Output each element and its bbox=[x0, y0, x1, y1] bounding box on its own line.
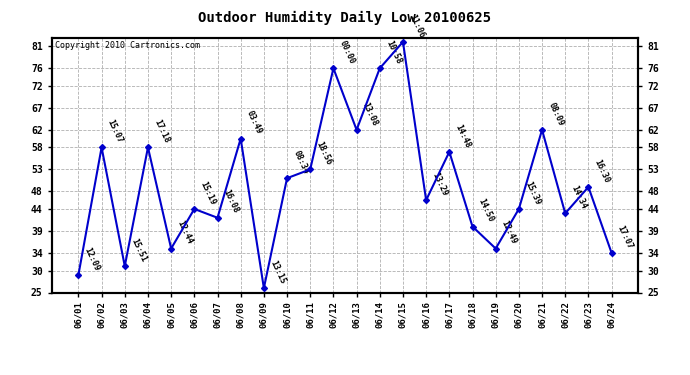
Text: 15:51: 15:51 bbox=[129, 237, 148, 263]
Text: 12:44: 12:44 bbox=[175, 219, 194, 246]
Text: 13:29: 13:29 bbox=[431, 171, 449, 197]
Text: 15:07: 15:07 bbox=[106, 118, 124, 145]
Text: 14:50: 14:50 bbox=[477, 197, 495, 224]
Text: 16:08: 16:08 bbox=[221, 189, 240, 215]
Text: 12:49: 12:49 bbox=[500, 219, 519, 246]
Text: Copyright 2010 Cartronics.com: Copyright 2010 Cartronics.com bbox=[55, 41, 199, 50]
Text: 14:48: 14:48 bbox=[453, 123, 472, 149]
Text: 13:15: 13:15 bbox=[268, 259, 287, 285]
Text: 16:30: 16:30 bbox=[593, 158, 611, 184]
Text: 08:09: 08:09 bbox=[546, 100, 565, 127]
Text: 03:49: 03:49 bbox=[245, 110, 264, 136]
Text: 15:19: 15:19 bbox=[199, 180, 217, 206]
Text: 14:34: 14:34 bbox=[569, 184, 588, 211]
Text: 12:09: 12:09 bbox=[83, 246, 101, 272]
Text: 17:07: 17:07 bbox=[615, 224, 635, 250]
Text: 11:06: 11:06 bbox=[407, 13, 426, 39]
Text: 08:34: 08:34 bbox=[291, 149, 310, 176]
Text: 13:08: 13:08 bbox=[361, 100, 380, 127]
Text: 10:58: 10:58 bbox=[384, 39, 403, 66]
Text: 00:00: 00:00 bbox=[337, 39, 356, 66]
Text: 15:39: 15:39 bbox=[523, 180, 542, 206]
Text: 17:18: 17:18 bbox=[152, 118, 171, 145]
Text: 18:56: 18:56 bbox=[315, 140, 333, 166]
Text: Outdoor Humidity Daily Low 20100625: Outdoor Humidity Daily Low 20100625 bbox=[199, 11, 491, 26]
